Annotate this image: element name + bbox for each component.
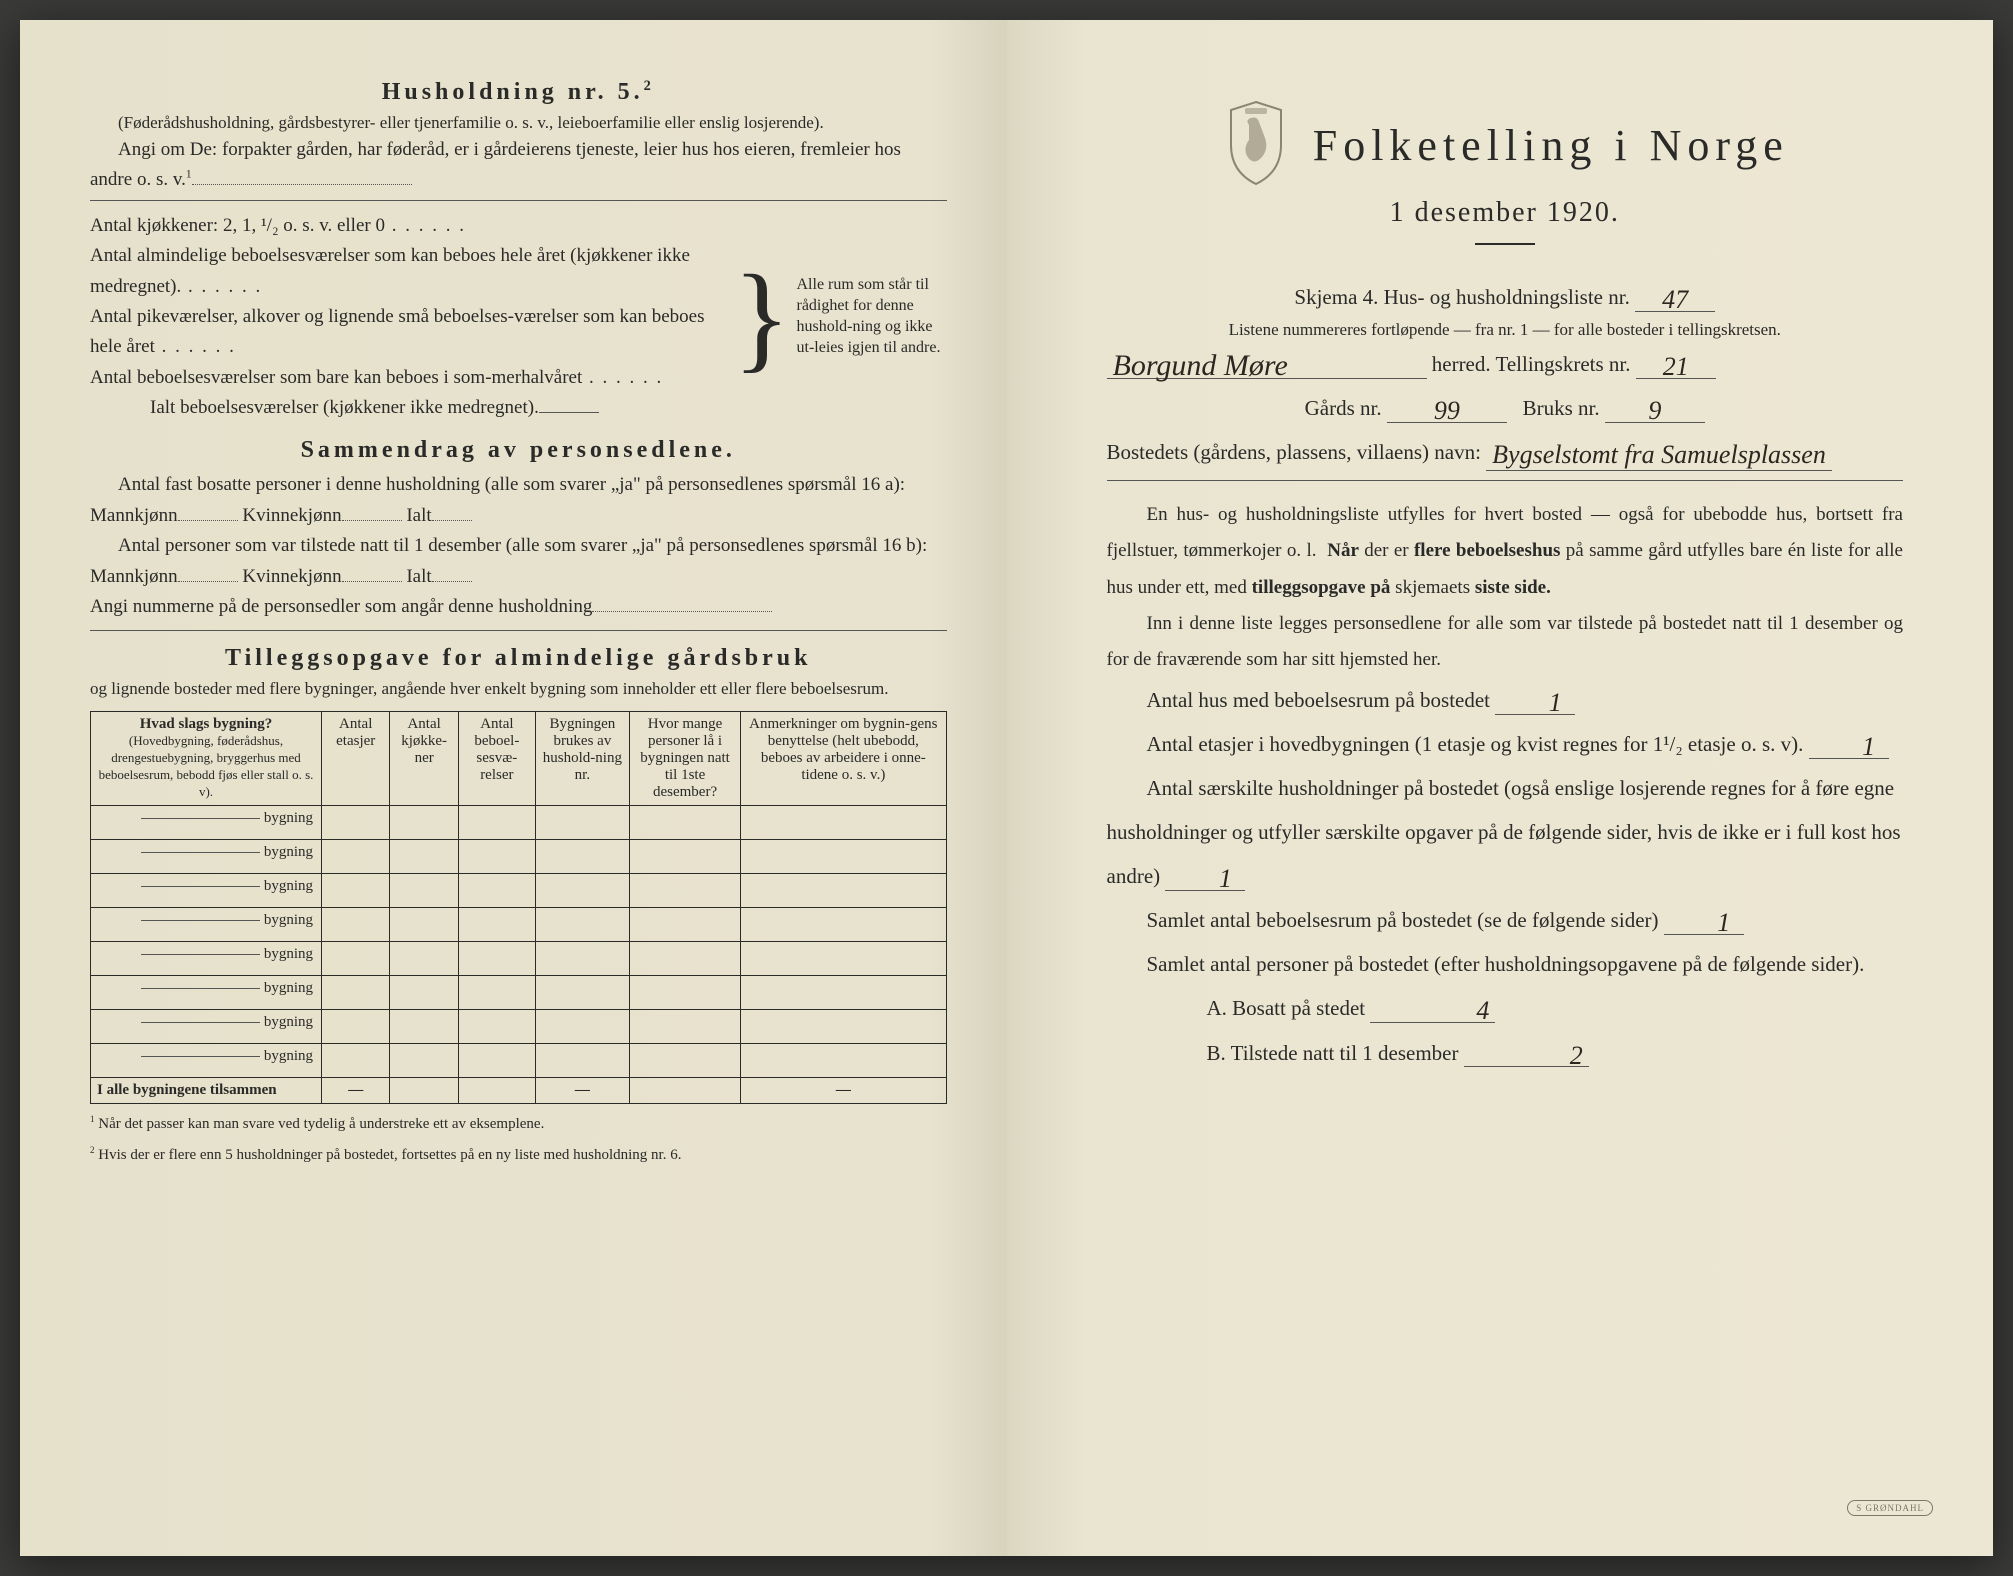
table-row: bygning bbox=[91, 908, 947, 942]
h5-angi: Angi om De: forpakter gården, har føderå… bbox=[90, 135, 947, 196]
bosted-line: Bostedets (gårdens, plassens, villaens) … bbox=[1107, 430, 1904, 474]
q1-value: 1 bbox=[1495, 693, 1575, 715]
rooms-block: Antal kjøkkener: 2, 1, ¹/₂ o. s. v. elle… bbox=[90, 211, 947, 424]
q1-line: Antal hus med beboelsesrum på bostedet 1 bbox=[1107, 678, 1904, 722]
sammendrag-heading: Sammendrag av personsedlene. bbox=[90, 437, 947, 464]
h5-parenthetical: (Føderådshusholdning, gårdsbestyrer- ell… bbox=[90, 112, 947, 135]
document-spread: Husholdning nr. 5.2 (Føderådshusholdning… bbox=[20, 20, 1993, 1556]
tillegg-heading: Tilleggsopgave for almindelige gårdsbruk bbox=[90, 645, 947, 672]
q5-line: Samlet antal personer på bostedet (efter… bbox=[1107, 942, 1904, 986]
husholdning-5-heading: Husholdning nr. 5.2 bbox=[90, 78, 947, 106]
table-footer-row: I alle bygningene tilsammen ——— bbox=[91, 1078, 947, 1104]
q3-value: 1 bbox=[1165, 869, 1245, 891]
q3-line: Antal særskilte husholdninger på bostede… bbox=[1107, 766, 1904, 898]
rooms-total: Ialt beboelsesværelser (kjøkkener ikke m… bbox=[90, 393, 727, 423]
table-row: bygning bbox=[91, 806, 947, 840]
q2-line: Antal etasjer i hovedbygningen (1 etasje… bbox=[1107, 722, 1904, 766]
rooms-line-3: Antal beboelsesværelser som bare kan beb… bbox=[90, 363, 727, 393]
th-personer: Hvor mange personer lå i bygningen natt … bbox=[629, 712, 740, 806]
coat-of-arms-icon bbox=[1221, 100, 1291, 191]
main-title: Folketelling i Norge bbox=[1313, 120, 1789, 171]
th-anmerkninger: Anmerkninger om bygnin-gens benyttelse (… bbox=[741, 712, 946, 806]
bosted-value: Bygselstomt fra Samuelsplassen bbox=[1486, 441, 1832, 471]
qB-value: 2 bbox=[1464, 1046, 1589, 1068]
th-brukes-av: Bygningen brukes av hushold-ning nr. bbox=[535, 712, 629, 806]
footnote-1: 1 Når det passer kan man svare ved tydel… bbox=[90, 1114, 947, 1135]
title-rule bbox=[1475, 243, 1535, 245]
table-row: bygning bbox=[91, 942, 947, 976]
rooms-line-2: Antal pikeværelser, alkover og lignende … bbox=[90, 302, 727, 363]
rooms-line-1: Antal almindelige beboelsesværelser som … bbox=[90, 241, 727, 302]
table-row: bygning bbox=[91, 1010, 947, 1044]
th-bygning-type: Hvad slags bygning? (Hovedbygning, føder… bbox=[91, 712, 322, 806]
printer-stamp: S GRØNDAHL bbox=[1847, 1500, 1933, 1516]
gard-line: Gårds nr. 99 Bruks nr. 9 bbox=[1107, 386, 1904, 430]
title-block: Folketelling i Norge 1 desember 1920. bbox=[1107, 100, 1904, 245]
right-page: Folketelling i Norge 1 desember 1920. Sk… bbox=[1007, 20, 1994, 1556]
brace-icon: } bbox=[727, 263, 797, 371]
q4-value: 1 bbox=[1664, 913, 1744, 935]
sammendrag-line3: Angi nummerne på de personsedler som ang… bbox=[90, 592, 947, 622]
th-kjokken: Antal kjøkke-ner bbox=[390, 712, 458, 806]
qA-line: A. Bosatt på stedet 4 bbox=[1107, 986, 1904, 1030]
kitchens-line: Antal kjøkkener: 2, 1, ¹/₂ o. s. v. elle… bbox=[90, 211, 727, 241]
th-vaerelser: Antal beboel-sesvæ-relser bbox=[458, 712, 535, 806]
table-header-row: Hvad slags bygning? (Hovedbygning, føder… bbox=[91, 712, 947, 806]
krets-nr-value: 21 bbox=[1636, 357, 1716, 379]
instructions-para2: Inn i denne liste legges personsedlene f… bbox=[1107, 606, 1904, 678]
qB-line: B. Tilstede natt til 1 desember 2 bbox=[1107, 1031, 1904, 1075]
sammendrag-line2: Antal personer som var tilstede natt til… bbox=[90, 531, 947, 592]
left-page: Husholdning nr. 5.2 (Føderådshusholdning… bbox=[20, 20, 1007, 1556]
sub-title: 1 desember 1920. bbox=[1107, 197, 1904, 229]
brace-caption: Alle rum som står til rådighet for denne… bbox=[797, 275, 947, 358]
bruk-nr-value: 9 bbox=[1605, 401, 1705, 423]
th-etasjer: Antal etasjer bbox=[321, 712, 389, 806]
table-row: bygning bbox=[91, 976, 947, 1010]
table-row: bygning bbox=[91, 840, 947, 874]
herred-value: Borgund Møre bbox=[1107, 354, 1427, 379]
gard-nr-value: 99 bbox=[1387, 401, 1507, 423]
instructions-para1: En hus- og husholdningsliste utfylles fo… bbox=[1107, 497, 1904, 605]
listene-note: Listene nummereres fortløpende — fra nr.… bbox=[1107, 319, 1904, 342]
herred-line: Borgund Møre herred. Tellingskrets nr. 2… bbox=[1107, 342, 1904, 386]
table-row: bygning bbox=[91, 1044, 947, 1078]
table-row: bygning bbox=[91, 874, 947, 908]
bygning-table: Hvad slags bygning? (Hovedbygning, føder… bbox=[90, 711, 947, 1104]
sammendrag-line1: Antal fast bosatte personer i denne hush… bbox=[90, 470, 947, 531]
qA-value: 4 bbox=[1370, 1001, 1495, 1023]
q2-value: 1 bbox=[1809, 737, 1889, 759]
tillegg-intro: og lignende bosteder med flere bygninger… bbox=[90, 678, 947, 701]
skjema-line: Skjema 4. Hus- og husholdningsliste nr. … bbox=[1107, 275, 1904, 319]
liste-nr-value: 47 bbox=[1635, 290, 1715, 312]
footnote-2: 2 Hvis der er flere enn 5 husholdninger … bbox=[90, 1145, 947, 1166]
q4-line: Samlet antal beboelsesrum på bostedet (s… bbox=[1107, 898, 1904, 942]
